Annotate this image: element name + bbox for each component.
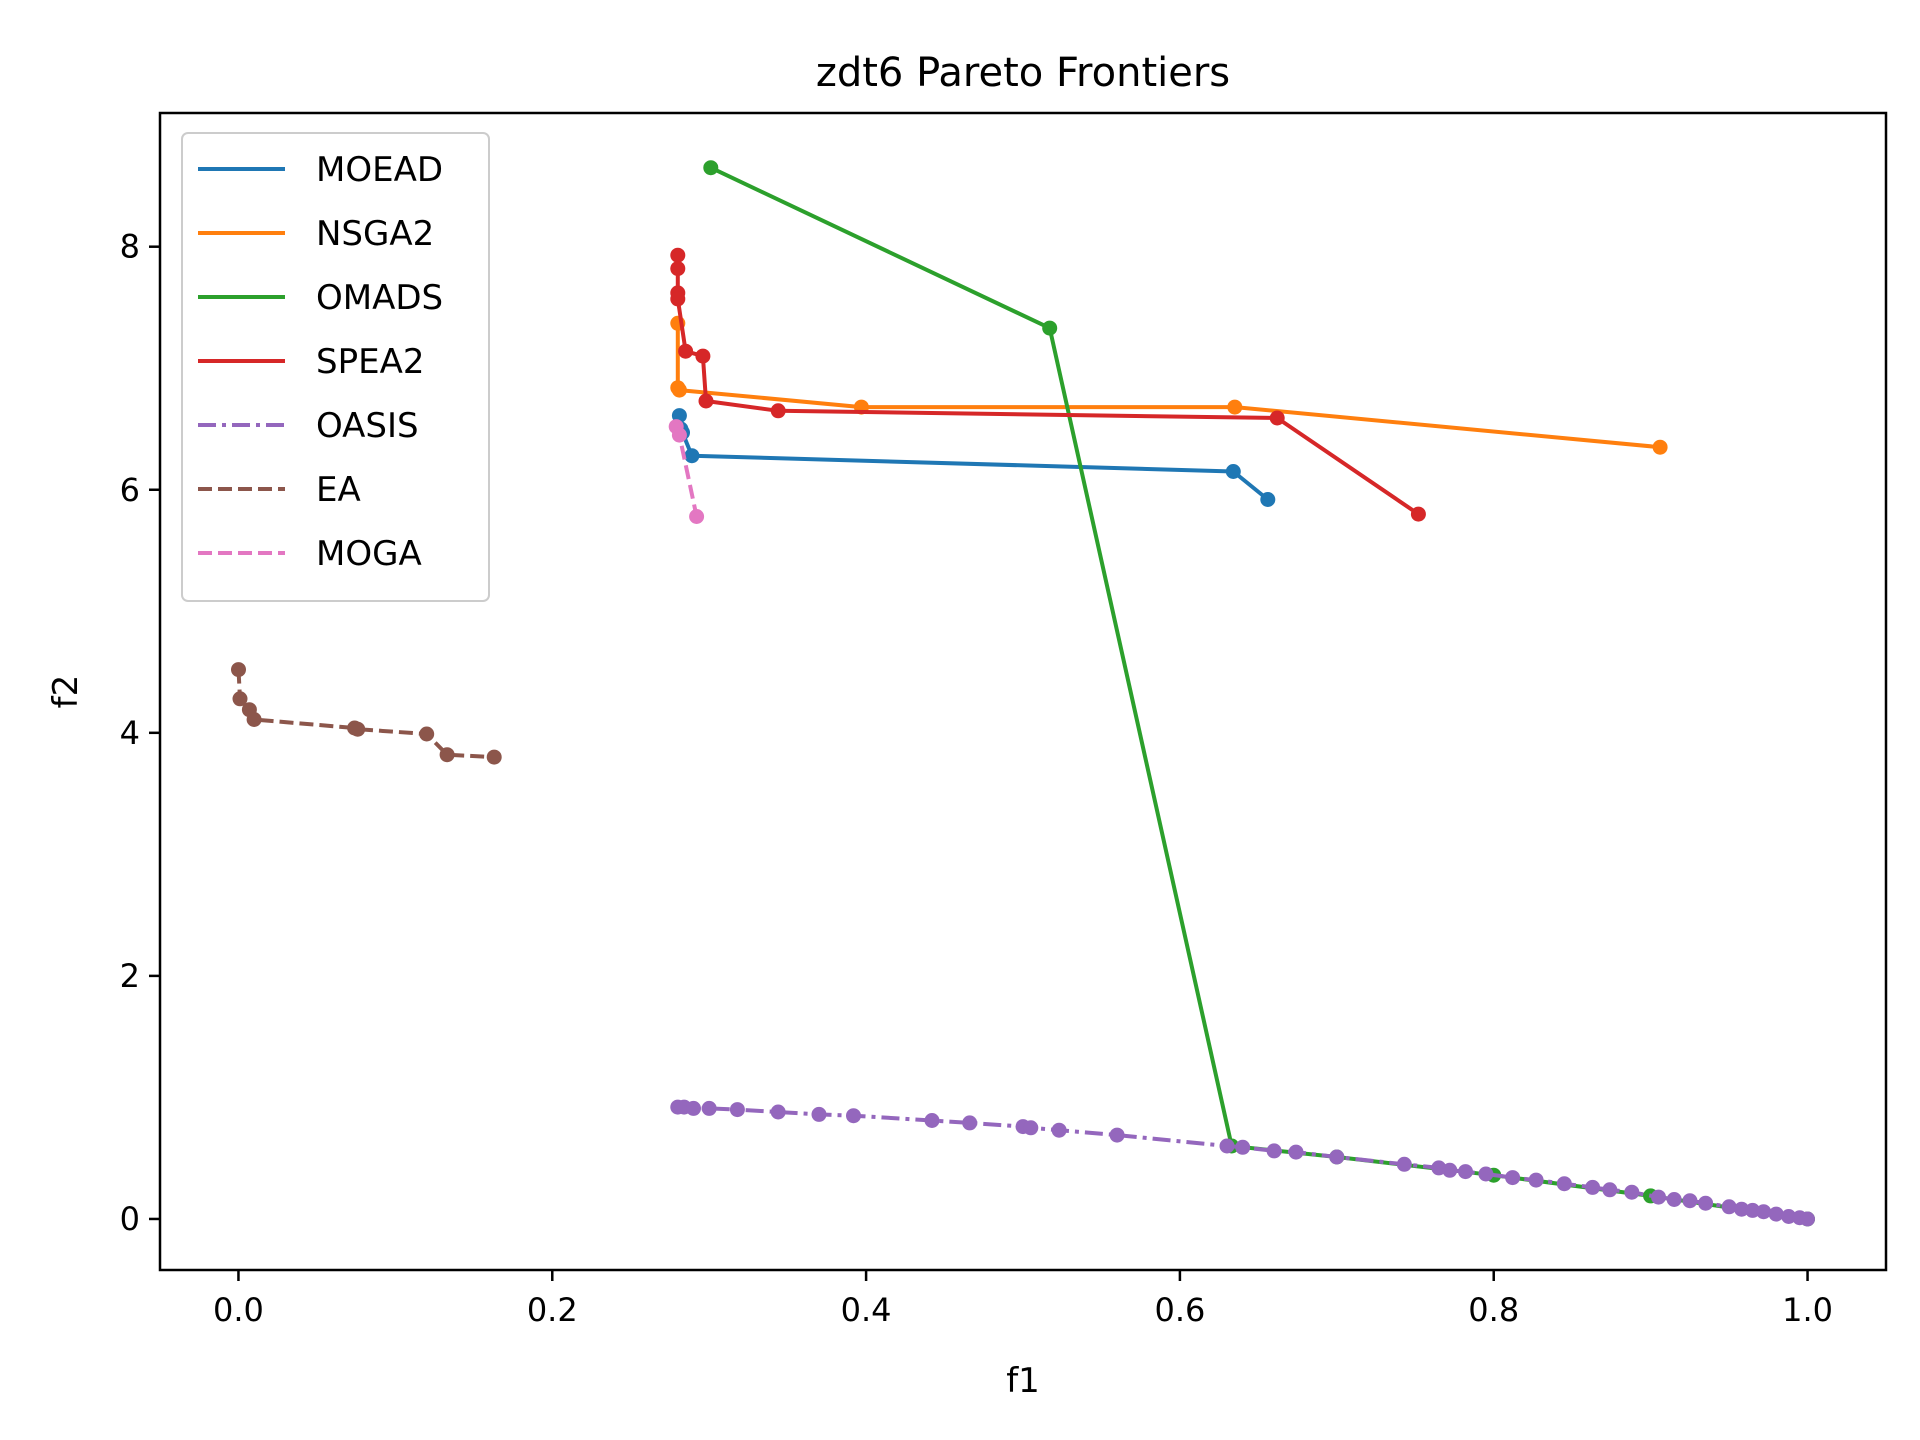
chart-title: zdt6 Pareto Frontiers: [816, 50, 1230, 96]
x-tick-label: 0.4: [841, 1291, 892, 1329]
data-point-oasis: [1666, 1192, 1682, 1207]
data-point-oasis: [1442, 1162, 1458, 1178]
data-point-oasis: [1781, 1209, 1797, 1224]
data-point-oasis: [1288, 1144, 1304, 1160]
legend-box: [181, 132, 490, 602]
data-point-oasis: [1556, 1176, 1572, 1192]
data-point-spea2: [670, 247, 686, 263]
legend-label-spea2: SPEA2: [316, 342, 424, 382]
data-point-spea2: [678, 343, 694, 359]
data-point-ea: [350, 721, 366, 737]
x-tick-label: 0.2: [527, 1291, 578, 1329]
data-point-oasis: [1721, 1199, 1737, 1215]
data-point-oasis: [962, 1115, 978, 1131]
data-point-oasis: [1528, 1172, 1544, 1188]
data-point-oasis: [1682, 1193, 1698, 1209]
data-point-oasis: [1756, 1204, 1772, 1220]
data-point-moead: [1225, 464, 1241, 479]
data-point-omads: [1042, 320, 1058, 336]
data-point-oasis: [1051, 1122, 1067, 1138]
data-point-oasis: [1329, 1149, 1345, 1165]
data-point-oasis: [1624, 1184, 1640, 1200]
y-tick-label: 8: [120, 228, 140, 266]
data-point-oasis: [1023, 1120, 1039, 1136]
y-tick-label: 2: [120, 957, 140, 995]
data-point-oasis: [924, 1113, 940, 1128]
y-tick-label: 6: [120, 471, 140, 509]
series-oasis: [670, 1099, 1815, 1227]
legend-label-nsga2: NSGA2: [316, 214, 434, 254]
data-point-spea2: [698, 393, 714, 409]
data-point-moga: [689, 509, 705, 524]
data-point-ea: [419, 726, 435, 742]
data-point-moga: [671, 427, 687, 443]
legend-label-oasis: OASIS: [316, 406, 419, 446]
series-line-ea: [236, 669, 495, 760]
data-point-ea: [439, 747, 455, 763]
data-point-spea2: [1269, 410, 1285, 426]
data-point-oasis: [1734, 1201, 1750, 1217]
series-moga: [668, 419, 705, 524]
plot-area: [231, 160, 1815, 1227]
data-point-spea2: [1410, 506, 1426, 522]
series-line-spea2: [675, 255, 1420, 516]
data-point-ea: [231, 662, 246, 678]
x-tick-label: 1.0: [1782, 1291, 1833, 1329]
y-axis-label: f2: [46, 675, 86, 709]
data-point-moead: [684, 448, 700, 464]
data-point-oasis: [1505, 1170, 1521, 1186]
series-line-nsga2: [675, 323, 1661, 450]
x-tick-label: 0.8: [1468, 1291, 1519, 1329]
data-point-ea: [246, 712, 262, 727]
data-point-nsga2: [1227, 399, 1243, 415]
legend-label-omads: OMADS: [316, 278, 443, 318]
legend: MOEAD NSGA2 OMADS SPEA2 OASIS EA MOGA: [181, 132, 490, 602]
data-point-moead: [1260, 492, 1276, 507]
data-point-oasis: [1651, 1189, 1666, 1205]
series-spea2: [670, 247, 1426, 522]
data-point-oasis: [1478, 1166, 1494, 1182]
data-point-oasis: [1219, 1138, 1235, 1154]
data-point-oasis: [1768, 1206, 1784, 1222]
legend-label-moga: MOGA: [316, 534, 422, 574]
axes-frame: [158, 111, 1888, 1272]
x-tick-label: 0.0: [213, 1291, 264, 1329]
data-point-ea: [486, 749, 502, 765]
data-point-oasis: [1585, 1179, 1601, 1195]
data-point-oasis: [1109, 1127, 1125, 1143]
data-point-spea2: [670, 291, 686, 307]
data-point-ea: [232, 691, 248, 707]
data-point-oasis: [701, 1100, 717, 1116]
data-point-oasis: [1602, 1182, 1618, 1198]
data-point-oasis: [1266, 1143, 1282, 1159]
data-point-oasis: [1396, 1156, 1412, 1172]
data-point-spea2: [695, 348, 711, 364]
y-tick-label: 4: [120, 714, 140, 752]
x-axis-label: f1: [1006, 1361, 1040, 1401]
data-point-oasis: [1800, 1211, 1815, 1227]
data-point-oasis: [1745, 1202, 1761, 1218]
data-point-omads: [703, 160, 719, 176]
data-point-oasis: [846, 1108, 861, 1124]
data-point-oasis: [729, 1102, 745, 1118]
data-point-oasis: [686, 1100, 701, 1116]
series-ea: [231, 662, 502, 765]
data-point-spea2: [670, 261, 686, 277]
data-point-oasis: [1458, 1164, 1473, 1180]
data-point-spea2: [770, 403, 786, 419]
data-point-nsga2: [671, 382, 687, 398]
data-point-oasis: [1235, 1139, 1251, 1155]
data-point-oasis: [770, 1104, 786, 1120]
data-point-nsga2: [1652, 439, 1668, 455]
legend-label-ea: EA: [316, 470, 361, 510]
axes: 0.0 0.2 0.4 0.6 0.8 1.0 0 2 4 6 8: [120, 111, 1888, 1329]
y-tick-label: 0: [120, 1200, 140, 1238]
data-point-oasis: [1698, 1195, 1714, 1211]
x-tick-label: 0.6: [1154, 1291, 1205, 1329]
data-point-oasis: [811, 1106, 827, 1122]
legend-label-moead: MOEAD: [316, 150, 443, 190]
